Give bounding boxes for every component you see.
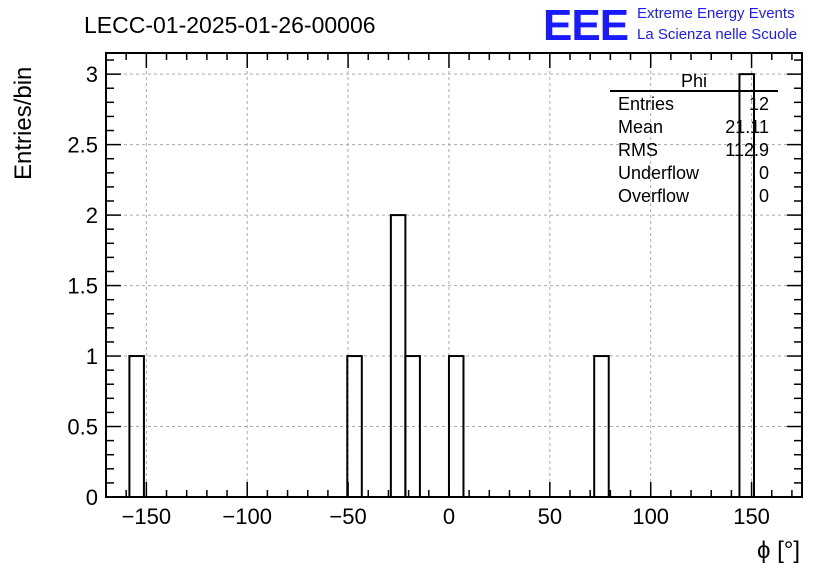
chart-title: LECC-01-2025-01-26-00006	[84, 12, 376, 38]
logo-line-2: La Scienza nelle Scuole	[637, 26, 797, 43]
stats-label: RMS	[618, 140, 658, 160]
stats-box: Phi Entries 12 Mean 21.11 RMS 112.9 Underflow 0…	[610, 71, 778, 206]
x-tick-label: −150	[122, 504, 172, 529]
x-tick-label: 100	[632, 504, 669, 529]
stats-title: Phi	[681, 71, 707, 91]
y-axis-label: Entries/bin	[10, 67, 37, 180]
y-tick-label: 3	[86, 62, 98, 87]
eee-logo: EEE Extreme Energy Events La Scienza nel…	[543, 1, 797, 50]
stats-value: 0	[759, 186, 769, 206]
plot-frame	[105, 52, 803, 498]
stats-value: 112.9	[725, 140, 769, 160]
x-tick-label: 50	[538, 504, 562, 529]
y-tick-label: 0	[86, 485, 98, 510]
y-tick-label: 2.5	[67, 133, 98, 158]
stats-value: 21.11	[725, 117, 769, 137]
x-tick-label: 150	[733, 504, 770, 529]
stats-value: 0	[759, 163, 769, 183]
x-axis-label: ϕ [°]	[757, 537, 800, 564]
axis-ticks	[105, 53, 802, 498]
y-tick-label: 1	[86, 344, 98, 369]
stats-label: Underflow	[618, 163, 700, 183]
x-tick-label: −50	[329, 504, 366, 529]
stats-rows: Entries 12 Mean 21.11 RMS 112.9 Underflow 0 Over…	[618, 94, 769, 206]
stats-label: Overflow	[618, 186, 690, 206]
y-tick-label: 1.5	[67, 274, 98, 299]
x-tick-label: 0	[443, 504, 455, 529]
y-tick-label: 2	[86, 203, 98, 228]
stats-value: 12	[749, 94, 769, 114]
logo-line-1: Extreme Energy Events	[637, 5, 795, 22]
stats-label: Entries	[618, 94, 674, 114]
tick-labels: −150 −100 −50 0 50 100 150 0 0.5 1 1.5 2 2.5 3	[67, 62, 770, 529]
stats-label: Mean	[618, 117, 663, 137]
y-tick-label: 0.5	[67, 415, 98, 440]
grid-lines	[106, 53, 802, 497]
x-tick-label: −100	[222, 504, 272, 529]
logo-mark: EEE	[543, 1, 628, 50]
histogram-bar	[389, 214, 407, 498]
